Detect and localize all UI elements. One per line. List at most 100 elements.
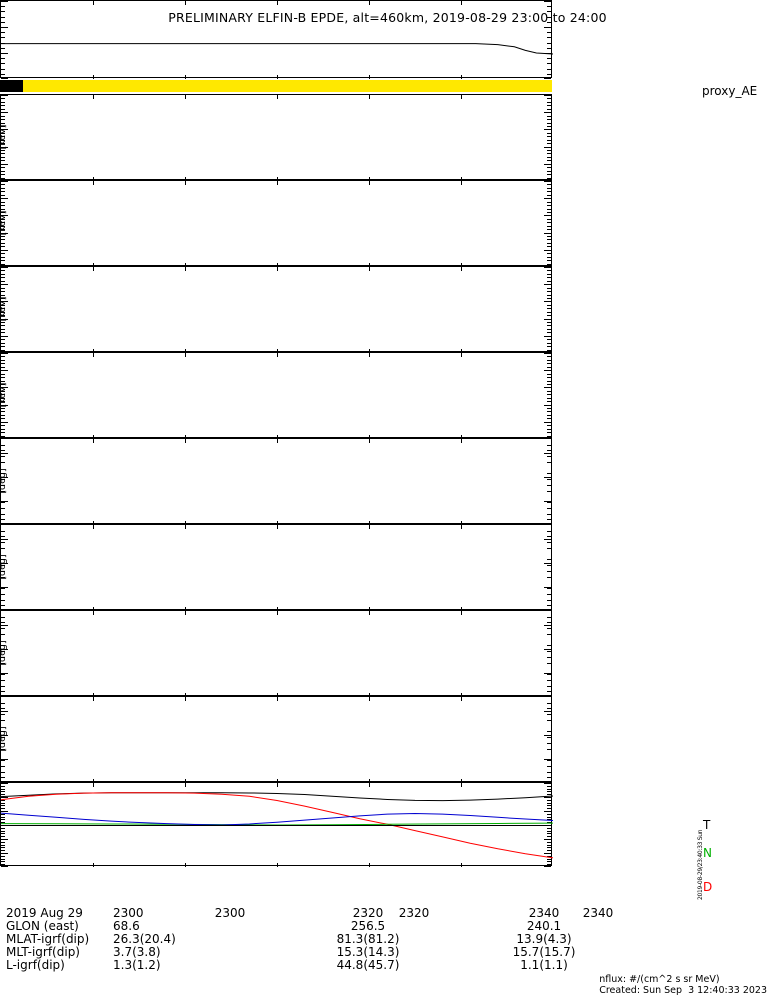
ytick-minor [547, 691, 551, 693]
ytick-minor [1, 742, 5, 744]
ytick-minor [547, 425, 551, 427]
xtick-minor [277, 863, 278, 867]
ytick-minor [547, 479, 551, 481]
xtick-minor [277, 267, 278, 271]
ytick-minor [1, 291, 5, 293]
ytick-minor [1, 297, 5, 299]
xtick-minor [369, 75, 370, 79]
ytick-minor [1, 651, 5, 653]
panel-pef-en-para: elbpefenspec2plotpara[keV]0.00.20.40.60.… [0, 352, 552, 439]
ytick-minor [1, 115, 5, 117]
ytick-minor [1, 765, 5, 767]
ytick-minor [547, 359, 551, 361]
ytick-minor [1, 450, 5, 452]
ytick-mark [544, 146, 551, 148]
ytick-minor [1, 143, 5, 145]
ytick-minor [1, 359, 5, 361]
xtick-minor [461, 181, 462, 185]
ytick-minor [1, 679, 5, 681]
footer-cell: 3.7(3.8) [113, 945, 161, 959]
ytick-minor [547, 11, 551, 13]
xtick-minor [93, 863, 94, 867]
footer-cell: 15.3(14.3) [336, 945, 400, 959]
ytick-minor [1, 542, 5, 544]
ytick-minor [547, 771, 551, 773]
ytick-minor [547, 239, 551, 241]
ytick-mark [544, 649, 551, 651]
ytick-mark [544, 673, 551, 675]
xtick-minor [369, 181, 370, 185]
ytick-minor [1, 201, 5, 203]
ytick-minor [1, 502, 5, 504]
ytick-minor [547, 363, 551, 365]
xtick-minor [461, 177, 462, 181]
ytick-minor [547, 616, 551, 618]
ytick-minor [547, 731, 551, 733]
ytick-minor [547, 536, 551, 538]
xtick-minor [369, 435, 370, 439]
ytick-minor [1, 719, 5, 721]
ytick-minor [547, 136, 551, 138]
ytick-minor [547, 342, 551, 344]
ytick-minor [1, 833, 5, 835]
xtick-minor [369, 349, 370, 353]
ytick-mark [544, 421, 551, 423]
ytick-mark [544, 78, 551, 79]
ytick-minor [1, 530, 5, 532]
ytick-minor [1, 205, 5, 207]
ytick-minor [547, 816, 551, 818]
ytick-minor [547, 588, 551, 590]
ytick-minor [1, 748, 5, 750]
ytick-minor [547, 304, 551, 306]
ytick-mark [1, 301, 8, 303]
xtick-minor [277, 181, 278, 185]
ytick-mark [1, 78, 8, 79]
ytick-minor [547, 21, 551, 23]
ytick-minor [1, 11, 5, 13]
ytick-minor [1, 819, 5, 821]
xtick-minor [93, 697, 94, 701]
ytick-minor [547, 530, 551, 532]
ytick-minor [1, 349, 5, 351]
ytick-minor [1, 425, 5, 427]
ytick-mark [1, 232, 8, 234]
ytick-minor [1, 273, 5, 275]
igrf-zero-line [1, 825, 551, 826]
xtick-minor [93, 435, 94, 439]
ytick-minor [547, 858, 551, 860]
data-availability-bar [0, 80, 552, 92]
ytick-minor [1, 702, 5, 704]
ytick-minor [547, 366, 551, 368]
ytick-minor [1, 507, 5, 509]
ytick-mark [544, 866, 551, 867]
ytick-minor [1, 373, 5, 375]
ytick-minor [547, 156, 551, 158]
xtick-minor [369, 263, 370, 267]
ytick-minor [1, 325, 5, 327]
ytick-minor [1, 277, 5, 279]
xtick-minor [461, 779, 462, 783]
ytick-minor [1, 813, 5, 815]
ytick-minor [547, 297, 551, 299]
xtick-label: 2340 [582, 906, 614, 920]
xtick-minor [461, 267, 462, 271]
xtick-minor [277, 435, 278, 439]
ytick-minor [1, 322, 5, 324]
xtick-minor [461, 863, 462, 867]
ytick-mark [544, 563, 551, 565]
ytick-minor [547, 633, 551, 635]
ytick-minor [547, 346, 551, 348]
ytick-minor [1, 287, 5, 289]
ytick-minor [547, 291, 551, 293]
ytick-mark [1, 404, 8, 406]
ytick-minor [547, 802, 551, 804]
ytick-minor [547, 328, 551, 330]
ytick-mark [1, 759, 8, 761]
ytick-minor [1, 253, 5, 255]
ytick-minor [1, 731, 5, 733]
ytick-minor [1, 380, 5, 382]
ytick-minor [547, 418, 551, 420]
ytick-minor [547, 765, 551, 767]
ytick-minor [547, 473, 551, 475]
ytick-minor [547, 456, 551, 458]
